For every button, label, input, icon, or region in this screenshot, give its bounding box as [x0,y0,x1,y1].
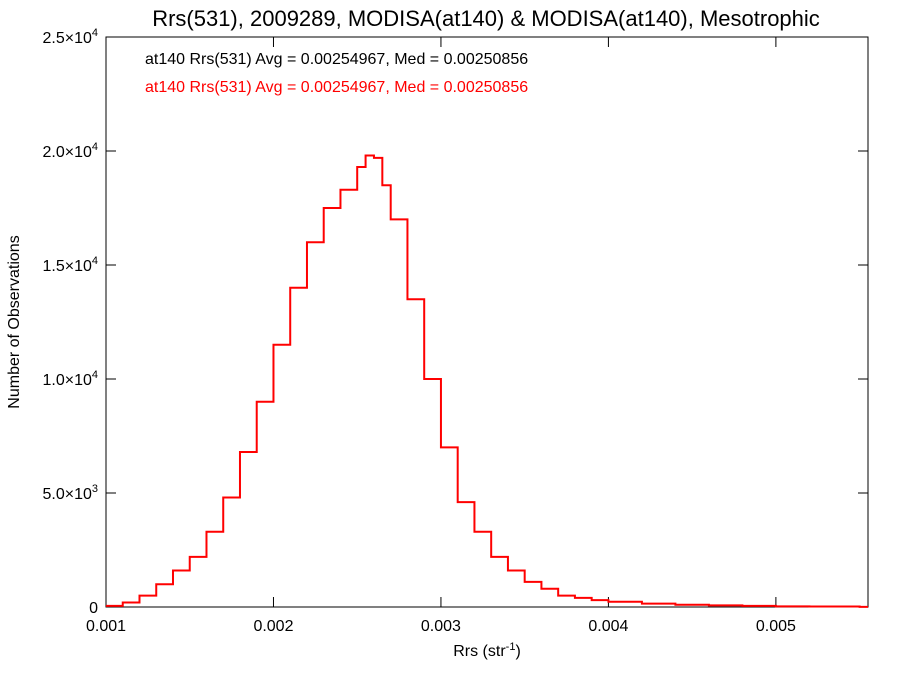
x-tick-label-0: 0.001 [86,618,126,635]
x-tick-label-2: 0.003 [421,618,461,635]
y-tick-label-4: 2.0×104 [42,141,98,161]
y-tick-label-2: 1.0×104 [42,369,98,389]
x-axis-label: Rrs (str-1) [453,641,521,660]
legend-entry-2: at140 Rrs(531) Avg = 0.00254967, Med = 0… [145,79,528,96]
plot-area [105,36,869,608]
y-axis-label: Number of Observations [6,235,23,408]
y-tick-label-5: 2.5×104 [42,27,98,47]
series-line-0 [106,154,868,608]
axis-ticks: 0.001 0.002 0.003 0.004 0.005 0 5.0×103 1.0×104… [42,27,868,635]
series-layer [106,154,868,608]
y-tick-label-0: 0 [89,600,98,617]
legend-entry-1: at140 Rrs(531) Avg = 0.00254967, Med = 0… [145,51,528,68]
chart-title: Rrs(531), 2009289, MODISA(at140) & MODIS… [152,6,820,31]
plot-frame [105,36,869,608]
y-tick-label-3: 1.5×104 [42,255,98,275]
y-tick-label-1: 5.0×103 [42,483,98,503]
legend: at140 Rrs(531) Avg = 0.00254967, Med = 0… [145,51,528,96]
x-tick-label-1: 0.002 [253,618,293,635]
x-tick-label-4: 0.005 [756,618,796,635]
x-tick-label-3: 0.004 [588,618,628,635]
